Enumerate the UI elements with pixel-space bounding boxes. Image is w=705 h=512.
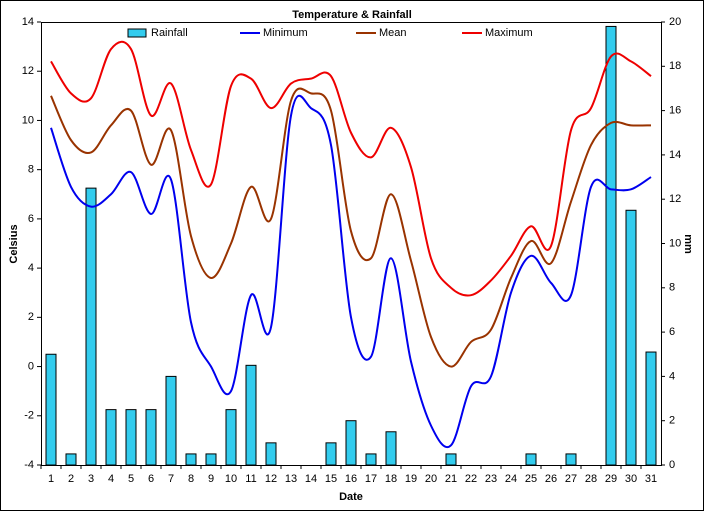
x-tick-label: 29 <box>605 473 617 485</box>
legend-label: Rainfall <box>151 27 188 39</box>
bar <box>85 187 97 466</box>
x-tick-label: 27 <box>565 473 577 485</box>
bar <box>205 453 217 466</box>
bar <box>225 409 237 466</box>
bar <box>105 409 117 466</box>
y-tick-label: 0 <box>28 360 34 372</box>
bar <box>605 25 617 466</box>
bar <box>625 209 637 466</box>
y-tick-label: 10 <box>22 114 34 126</box>
x-tick-label: 4 <box>108 473 114 485</box>
bar <box>65 453 77 466</box>
x-tick-label: 7 <box>168 473 174 485</box>
line <box>50 87 652 368</box>
x-tick-label: 6 <box>148 473 154 485</box>
x-tick-label: 12 <box>265 473 277 485</box>
x-tick-label: 24 <box>505 473 517 485</box>
x-tick-label: 16 <box>345 473 357 485</box>
bar <box>185 453 197 466</box>
y2-tick-label: 14 <box>669 149 681 161</box>
y2-tick-label: 0 <box>669 459 675 471</box>
bar <box>165 375 177 466</box>
y-axis-label: Celsius <box>8 224 20 263</box>
y-tick-label: -4 <box>24 459 34 471</box>
bar <box>325 442 337 466</box>
y2-tick-label: 12 <box>669 193 681 205</box>
bar <box>365 453 377 466</box>
x-tick-label: 22 <box>465 473 477 485</box>
x-tick-label: 8 <box>188 473 194 485</box>
y2-tick-label: 16 <box>669 105 681 117</box>
bar <box>245 364 257 466</box>
x-tick-label: 14 <box>305 473 317 485</box>
line <box>50 40 652 297</box>
x-tick-label: 5 <box>128 473 134 485</box>
y2-tick-label: 4 <box>669 370 675 382</box>
y-tick-label: 2 <box>28 311 34 323</box>
x-tick-label: 23 <box>485 473 497 485</box>
x-tick-label: 25 <box>525 473 537 485</box>
legend-label: Mean <box>379 27 407 39</box>
line <box>50 94 652 448</box>
x-tick-label: 11 <box>245 473 256 485</box>
x-tick-label: 2 <box>68 473 74 485</box>
x-tick-label: 20 <box>425 473 437 485</box>
y-tick-label: 8 <box>28 164 34 176</box>
x-tick-label: 18 <box>385 473 397 485</box>
bar <box>445 453 457 466</box>
legend-label: Maximum <box>485 27 533 39</box>
bar <box>145 409 157 466</box>
y2-tick-label: 6 <box>669 326 675 338</box>
x-tick-label: 15 <box>325 473 337 485</box>
bar <box>385 431 397 466</box>
bar <box>645 351 657 466</box>
x-tick-label: 13 <box>285 473 297 485</box>
x-tick-label: 21 <box>445 473 457 485</box>
bar <box>45 353 57 466</box>
y2-tick-label: 2 <box>669 415 675 427</box>
x-tick-label: 28 <box>585 473 597 485</box>
chart-title: Temperature & Rainfall <box>292 9 412 21</box>
x-tick-label: 26 <box>545 473 557 485</box>
y2-tick-label: 8 <box>669 282 675 294</box>
x-tick-label: 17 <box>365 473 377 485</box>
bar <box>265 442 277 466</box>
y-tick-label: 6 <box>28 213 34 225</box>
x-tick-label: 19 <box>405 473 417 485</box>
y2-tick-label: 10 <box>669 237 681 249</box>
x-axis-label: Date <box>339 491 363 503</box>
bar <box>125 409 137 466</box>
y-tick-label: 14 <box>22 16 34 28</box>
y-tick-label: -2 <box>24 410 34 422</box>
legend-label: Minimum <box>263 27 308 39</box>
y2-tick-label: 18 <box>669 60 681 72</box>
bar <box>345 420 357 466</box>
x-tick-label: 30 <box>625 473 637 485</box>
x-tick-label: 10 <box>225 473 237 485</box>
legend-swatch <box>127 28 147 38</box>
y2-tick-label: 20 <box>669 16 681 28</box>
y-tick-label: 4 <box>28 262 34 274</box>
bar <box>565 453 577 466</box>
bar <box>525 453 537 466</box>
x-tick-label: 9 <box>208 473 214 485</box>
y-tick-label: 12 <box>22 65 34 77</box>
x-tick-label: 1 <box>48 473 54 485</box>
y2-axis-label: mm <box>682 234 694 254</box>
x-tick-label: 3 <box>88 473 94 485</box>
x-tick-label: 31 <box>645 473 657 485</box>
